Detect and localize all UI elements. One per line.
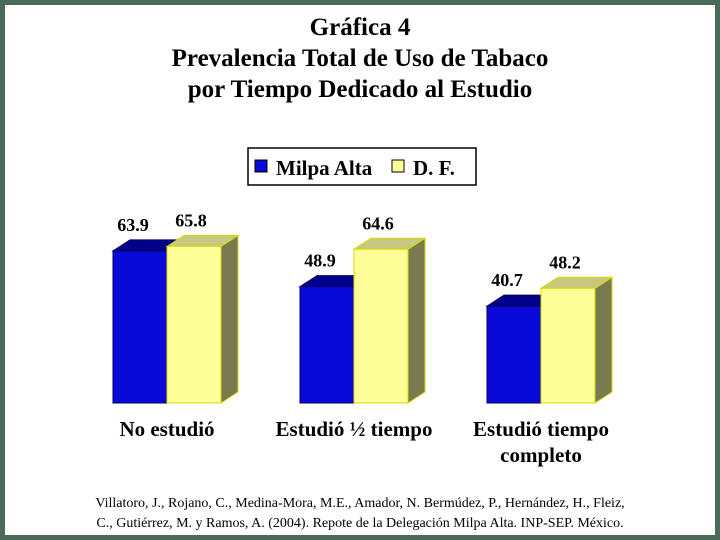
- legend-label-df: D. F.: [413, 156, 455, 180]
- legend-label-milpa-alta: Milpa Alta: [276, 156, 373, 180]
- bar-side-df-2: [594, 276, 613, 404]
- value-label-df-2: 48.2: [549, 252, 581, 272]
- bar-milpa-alta-0: [112, 250, 168, 404]
- category-label-1-0: Estudió ½ tiempo: [276, 417, 433, 441]
- category-label-2-1: completo: [500, 443, 582, 467]
- value-label-df-0: 65.8: [175, 210, 207, 230]
- citation-line-1: Villatoro, J., Rojano, C., Medina-Mora, …: [95, 496, 625, 511]
- value-label-milpa-alta-1: 48.9: [304, 251, 336, 271]
- bar-df-2: [540, 287, 596, 404]
- bar-milpa-alta-1: [299, 286, 355, 404]
- bars: 63.9 65.8 No estudió 48.9 64.6 Estudió ½ tiem…: [111, 210, 614, 467]
- bar-df-1: [353, 248, 409, 404]
- legend-swatch-df: [391, 159, 405, 173]
- chart-title: Gráfica 4 Prevalencia Total de Uso de Ta…: [0, 12, 720, 105]
- legend-swatch-milpa-alta: [254, 159, 268, 173]
- title-line-1: Gráfica 4: [309, 14, 411, 41]
- bar-df-0: [166, 245, 222, 404]
- value-label-milpa-alta-2: 40.7: [491, 270, 523, 290]
- legend-box: [247, 147, 477, 186]
- category-label-2-0: Estudió tiempo: [473, 417, 609, 441]
- bar-side-df-0: [220, 234, 239, 404]
- value-label-milpa-alta-0: 63.9: [117, 215, 149, 235]
- title-line-3: por Tiempo Dedicado al Estudio: [187, 76, 533, 103]
- bar-side-df-1: [407, 237, 426, 404]
- citation: Villatoro, J., Rojano, C., Medina-Mora, …: [40, 494, 680, 534]
- value-label-df-1: 64.6: [362, 213, 394, 233]
- legend: Milpa Alta D. F.: [247, 147, 477, 186]
- category-label-0-0: No estudió: [119, 417, 214, 441]
- citation-line-2: C., Gutiérrez, M. y Ramos, A. (2004). Re…: [96, 516, 624, 531]
- bar-milpa-alta-2: [486, 305, 542, 404]
- title-line-2: Prevalencia Total de Uso de Tabaco: [171, 45, 549, 72]
